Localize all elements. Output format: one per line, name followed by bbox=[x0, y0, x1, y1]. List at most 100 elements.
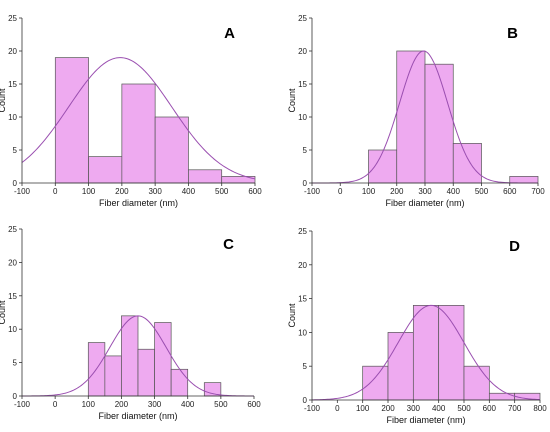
histogram-bar bbox=[154, 322, 172, 397]
histogram-bar bbox=[104, 355, 122, 397]
panel-letter: A bbox=[224, 25, 235, 42]
y-axis-label: Count bbox=[287, 88, 297, 113]
x-tick-label: 700 bbox=[508, 404, 522, 413]
x-tick-label: 400 bbox=[181, 400, 195, 409]
x-tick-label: 500 bbox=[475, 187, 489, 196]
x-tick-label: 100 bbox=[82, 187, 96, 196]
histogram-bar bbox=[438, 305, 465, 401]
x-tick-label: 200 bbox=[115, 400, 129, 409]
y-tick-label: 5 bbox=[303, 362, 308, 371]
y-tick-label: 25 bbox=[8, 14, 17, 23]
x-tick-label: 700 bbox=[531, 187, 545, 196]
histogram-bar bbox=[170, 368, 189, 397]
y-tick-label: 10 bbox=[298, 328, 307, 337]
x-tick-label: 200 bbox=[115, 187, 129, 196]
y-tick-label: 20 bbox=[8, 47, 17, 56]
x-tick-label: -100 bbox=[304, 187, 321, 196]
x-tick-label: 600 bbox=[483, 404, 497, 413]
histogram-bar bbox=[121, 83, 156, 184]
x-tick-label: 400 bbox=[182, 187, 196, 196]
y-tick-label: 25 bbox=[8, 225, 17, 234]
y-tick-label: 10 bbox=[8, 325, 17, 334]
x-tick-label: 200 bbox=[390, 187, 404, 196]
histogram-bar bbox=[488, 392, 516, 401]
x-tick-label: 600 bbox=[247, 400, 261, 409]
x-tick-label: 400 bbox=[447, 187, 461, 196]
histogram-bar bbox=[154, 116, 189, 184]
y-tick-label: 15 bbox=[298, 80, 307, 89]
x-tick-label: 100 bbox=[82, 400, 96, 409]
normal-fit-curve bbox=[311, 304, 541, 401]
y-axis-label: Count bbox=[0, 88, 7, 113]
x-tick-label: 500 bbox=[214, 400, 228, 409]
x-axis-label: Fiber diameter (nm) bbox=[99, 198, 178, 208]
y-tick-label: 25 bbox=[298, 14, 307, 23]
x-tick-label: 0 bbox=[335, 404, 340, 413]
x-axis-label: Fiber diameter (nm) bbox=[98, 411, 177, 421]
x-tick-label: -100 bbox=[14, 187, 31, 196]
y-axis-label: Count bbox=[0, 300, 7, 325]
histogram-bar bbox=[137, 348, 155, 397]
x-tick-label: 500 bbox=[215, 187, 229, 196]
histogram-bar bbox=[54, 57, 89, 184]
y-axis-label: Count bbox=[287, 303, 297, 328]
x-tick-label: 300 bbox=[148, 400, 162, 409]
histogram-bar bbox=[509, 176, 539, 184]
histogram-bar bbox=[88, 156, 123, 184]
histogram-bar bbox=[452, 143, 482, 184]
histogram-bar bbox=[387, 332, 414, 401]
x-tick-label: 500 bbox=[457, 404, 471, 413]
histogram-bar bbox=[412, 305, 440, 401]
histogram-bar bbox=[396, 50, 426, 184]
y-tick-label: 15 bbox=[8, 292, 17, 301]
y-tick-label: 25 bbox=[298, 227, 307, 236]
x-tick-label: 300 bbox=[148, 187, 162, 196]
histogram-bar bbox=[368, 149, 398, 184]
y-tick-label: 10 bbox=[8, 113, 17, 122]
panel-letter: D bbox=[509, 238, 520, 255]
y-tick-label: 15 bbox=[298, 295, 307, 304]
y-tick-label: 20 bbox=[298, 261, 307, 270]
normal-fit-curve bbox=[21, 57, 256, 180]
x-tick-label: 0 bbox=[338, 187, 343, 196]
normal-fit-curve bbox=[22, 315, 254, 397]
histogram-bar bbox=[463, 365, 490, 401]
y-tick-label: 5 bbox=[303, 146, 308, 155]
x-tick-label: 100 bbox=[356, 404, 370, 413]
y-tick-label: 20 bbox=[298, 47, 307, 56]
x-tick-label: 400 bbox=[432, 404, 446, 413]
y-tick-label: 0 bbox=[13, 179, 18, 188]
x-tick-label: 600 bbox=[248, 187, 262, 196]
y-tick-label: 0 bbox=[303, 179, 308, 188]
y-tick-label: 0 bbox=[13, 392, 18, 401]
panel-letter: C bbox=[223, 236, 234, 253]
y-tick-label: 20 bbox=[8, 258, 17, 267]
y-tick-label: 5 bbox=[13, 146, 18, 155]
x-tick-label: 300 bbox=[407, 404, 421, 413]
x-tick-label: -100 bbox=[304, 404, 321, 413]
x-axis-label: Fiber diameter (nm) bbox=[386, 415, 465, 425]
normal-fit-curve bbox=[312, 50, 538, 184]
x-tick-label: 300 bbox=[418, 187, 432, 196]
histogram-bar bbox=[424, 63, 454, 184]
y-tick-label: 5 bbox=[13, 359, 18, 368]
x-tick-label: 600 bbox=[503, 187, 517, 196]
x-tick-label: -100 bbox=[14, 400, 31, 409]
histogram-bar bbox=[362, 365, 389, 401]
histogram-bar bbox=[121, 315, 139, 397]
y-tick-label: 10 bbox=[298, 113, 307, 122]
x-tick-label: 0 bbox=[53, 400, 58, 409]
y-tick-label: 0 bbox=[303, 396, 308, 405]
y-tick-label: 15 bbox=[8, 80, 17, 89]
x-tick-label: 800 bbox=[533, 404, 547, 413]
x-axis-label: Fiber diameter (nm) bbox=[385, 198, 464, 208]
panel-letter: B bbox=[507, 25, 518, 42]
x-tick-label: 200 bbox=[381, 404, 395, 413]
x-tick-label: 100 bbox=[362, 187, 376, 196]
histogram-bar bbox=[188, 169, 223, 184]
